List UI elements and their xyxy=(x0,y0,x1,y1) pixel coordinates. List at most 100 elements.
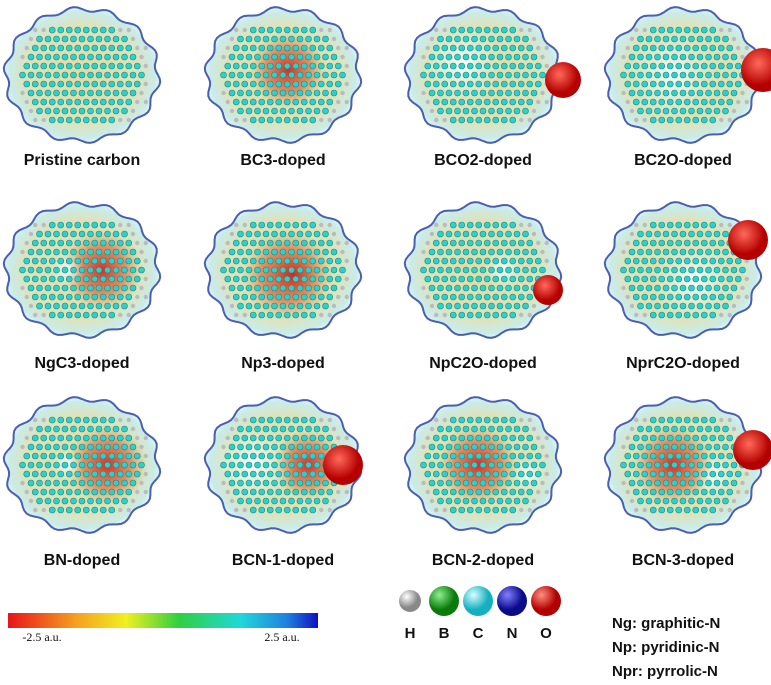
carbon-atom xyxy=(138,266,145,274)
carbon-atom xyxy=(305,479,312,487)
carbon-atom xyxy=(505,302,512,310)
carbon-atom xyxy=(48,293,56,301)
carbon-atom xyxy=(74,239,82,247)
carbon-atom xyxy=(262,497,270,505)
carbon-atom xyxy=(492,293,500,301)
carbon-atom xyxy=(309,116,317,124)
carbon-atom xyxy=(95,302,103,310)
carbon-atom xyxy=(313,425,321,433)
abbreviation: Ng: graphitic-N xyxy=(612,615,720,632)
carbon-atom xyxy=(300,80,308,88)
carbon-atom xyxy=(641,470,649,478)
carbon-atom xyxy=(471,443,478,451)
hydrogen-atom xyxy=(242,222,247,228)
carbon-atom xyxy=(262,107,270,115)
hydrogen-atom xyxy=(421,90,426,96)
carbon-atom xyxy=(322,425,329,433)
carbon-atom xyxy=(641,452,649,460)
carbon-atom xyxy=(488,71,495,79)
carbon-atom xyxy=(437,248,444,256)
carbon-atom xyxy=(475,98,483,106)
carbon-atom xyxy=(692,293,700,301)
carbon-atom xyxy=(441,44,449,52)
carbon-atom xyxy=(466,239,474,247)
carbon-atom xyxy=(709,116,717,124)
carbon-atom xyxy=(662,230,670,238)
carbon-atom xyxy=(683,239,691,247)
carbon-atom xyxy=(449,434,457,442)
hydrogen-atom xyxy=(221,480,226,486)
carbon-atom xyxy=(671,443,678,451)
carbon-atom xyxy=(300,506,308,514)
hydrogen-atom xyxy=(629,108,635,114)
hydrogen-atom xyxy=(130,498,136,504)
carbon-atom xyxy=(283,98,291,106)
carbon-atom xyxy=(475,44,483,52)
carbon-atom xyxy=(129,461,137,469)
carbon-atom xyxy=(65,221,73,229)
carbon-atom xyxy=(458,434,466,442)
carbon-atom xyxy=(228,53,236,61)
hydrogen-atom xyxy=(344,45,349,51)
carbon-atom xyxy=(300,311,308,319)
carbon-atom xyxy=(74,44,82,52)
carbon-atom xyxy=(125,257,133,265)
hydrogen-atom xyxy=(642,222,647,228)
hydrogen-atom xyxy=(229,426,235,432)
carbon-atom xyxy=(734,275,742,283)
carbon-atom xyxy=(437,443,444,451)
carbon-atom xyxy=(696,284,704,292)
hydrogen-atom xyxy=(731,108,737,114)
carbon-atom xyxy=(509,416,517,424)
carbon-atom xyxy=(125,293,133,301)
carbon-atom xyxy=(87,497,94,505)
carbon-atom xyxy=(705,443,712,451)
hydrogen-atom xyxy=(143,276,148,282)
carbon-atom xyxy=(87,230,94,238)
carbon-atom xyxy=(31,239,39,247)
carbon-atom xyxy=(133,257,141,265)
carbon-atom xyxy=(471,107,478,115)
oxygen-region xyxy=(323,445,363,485)
carbon-atom xyxy=(641,80,649,88)
carbon-atom xyxy=(534,470,542,478)
hydrogen-atom xyxy=(442,312,447,318)
carbon-atom xyxy=(258,275,266,283)
carbon-atom xyxy=(628,284,636,292)
carbon-atom xyxy=(500,434,508,442)
carbon-atom xyxy=(462,479,470,487)
abbreviation: Npr: pyrrolic-N xyxy=(612,663,718,680)
carbon-atom xyxy=(632,62,640,70)
carbon-atom xyxy=(734,470,742,478)
hydrogen-atom xyxy=(740,285,745,291)
carbon-atom xyxy=(641,62,649,70)
carbon-atom xyxy=(649,98,657,106)
carbon-atom xyxy=(61,35,69,43)
carbon-atom xyxy=(666,470,674,478)
carbon-atom xyxy=(671,248,678,256)
carbon-atom xyxy=(479,443,487,451)
carbon-atom xyxy=(65,470,73,478)
carbon-atom xyxy=(65,311,73,319)
carbon-atom xyxy=(292,416,300,424)
carbon-atom xyxy=(322,302,329,310)
panel-label: BC3-doped xyxy=(240,152,325,169)
carbon-atom xyxy=(249,311,257,319)
carbon-atom xyxy=(121,53,128,61)
carbon-atom xyxy=(241,293,249,301)
carbon-atom xyxy=(334,275,342,283)
hydrogen-atom xyxy=(340,249,345,255)
carbon-atom xyxy=(709,434,717,442)
carbon-atom xyxy=(57,470,65,478)
panel-label: NprC2O-doped xyxy=(626,355,740,372)
hydrogen-atom xyxy=(731,303,737,309)
carbon-atom xyxy=(683,275,691,283)
oxygen-region xyxy=(728,220,768,260)
carbon-atom xyxy=(322,497,329,505)
carbon-atom xyxy=(292,221,300,229)
carbon-atom xyxy=(82,257,90,265)
carbon-atom xyxy=(99,488,107,496)
carbon-atom xyxy=(522,266,529,274)
carbon-atom xyxy=(275,275,283,283)
carbon-atom xyxy=(275,470,283,478)
